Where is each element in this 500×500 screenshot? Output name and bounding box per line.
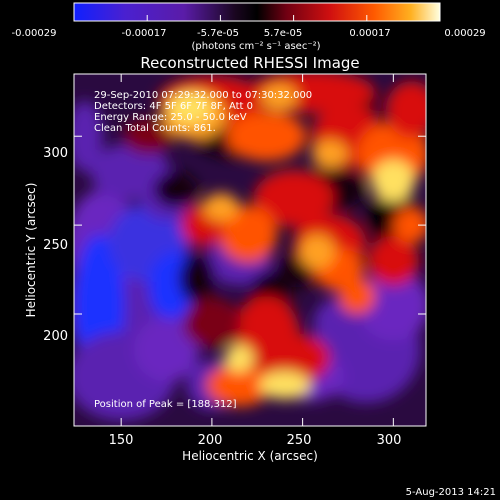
- y-tick-label-200: 200: [43, 329, 68, 344]
- heat-blob: [206, 363, 272, 407]
- heat-blob: [367, 235, 419, 286]
- x-tick-label-150: 150: [109, 433, 134, 448]
- x-tick-label-250: 250: [287, 433, 312, 448]
- heat-blob: [168, 91, 212, 124]
- colorbar-tick-0: -0.00029: [12, 28, 57, 39]
- heat-blob: [122, 118, 174, 154]
- colorbar: [73, 2, 441, 22]
- heat-blob: [386, 81, 426, 138]
- heat-blob: [338, 278, 376, 314]
- colorbar-tick-3: 5.7e-05: [264, 28, 302, 39]
- heat-blob: [219, 205, 278, 263]
- colorbar-tick-5: 0.00029: [444, 28, 485, 39]
- annotation-energy-range: Energy Range: 25.0 - 50.0 keV: [94, 112, 247, 123]
- footer-date: 5-Aug-2013 14:21: [406, 487, 496, 498]
- x-tick-label-200: 200: [198, 433, 223, 448]
- heat-blob: [74, 100, 104, 172]
- heat-blob: [257, 333, 330, 384]
- peak-position-label: Position of Peak = [188,312]: [94, 399, 237, 410]
- heat-blob: [357, 269, 426, 341]
- colorbar-ticks: [73, 15, 441, 21]
- heat-blob: [393, 207, 426, 243]
- plot-frame: [73, 73, 427, 427]
- heat-blob: [311, 139, 348, 169]
- heat-blob: [153, 171, 198, 208]
- heat-blob: [226, 111, 307, 162]
- annotation-detectors: Detectors: 4F 5F 6F 7F 8F, Att 0: [94, 101, 253, 112]
- heatmap-image: [74, 74, 426, 421]
- heat-blob: [202, 193, 240, 222]
- heat-blob: [133, 317, 200, 382]
- y-tick-label-250: 250: [43, 238, 68, 253]
- x-axis-ticks: [120, 74, 394, 426]
- colorbar-tick-1: -0.00017: [122, 28, 167, 39]
- y-axis-ticks: [74, 135, 426, 315]
- y-axis-label: Heliocentric Y (arcsec): [24, 183, 38, 318]
- colorbar-tick-2: -5.7e-05: [197, 28, 239, 39]
- y-tick-label-300: 300: [43, 146, 68, 161]
- heat-blob: [371, 159, 416, 203]
- heat-blob: [260, 82, 298, 112]
- heat-blob: [224, 344, 254, 373]
- annotation-counts: Clean Total Counts: 861.: [94, 123, 216, 134]
- x-tick-label-300: 300: [377, 433, 402, 448]
- x-axis-label: Heliocentric X (arcsec): [182, 449, 318, 463]
- heat-blob: [298, 234, 336, 270]
- colorbar-tick-4: 0.00017: [349, 28, 390, 39]
- heat-blob: [253, 170, 334, 227]
- colorbar-unit-label: (photons cm⁻² s⁻¹ asec⁻²): [191, 41, 320, 52]
- heat-blob: [182, 298, 241, 348]
- chart-title: Reconstructed RHESSI Image: [140, 54, 359, 72]
- heat-blob: [259, 370, 310, 400]
- heat-blob: [179, 253, 216, 304]
- annotation-time-range: 29-Sep-2010 07:29:32.000 to 07:30:32.000: [94, 90, 312, 101]
